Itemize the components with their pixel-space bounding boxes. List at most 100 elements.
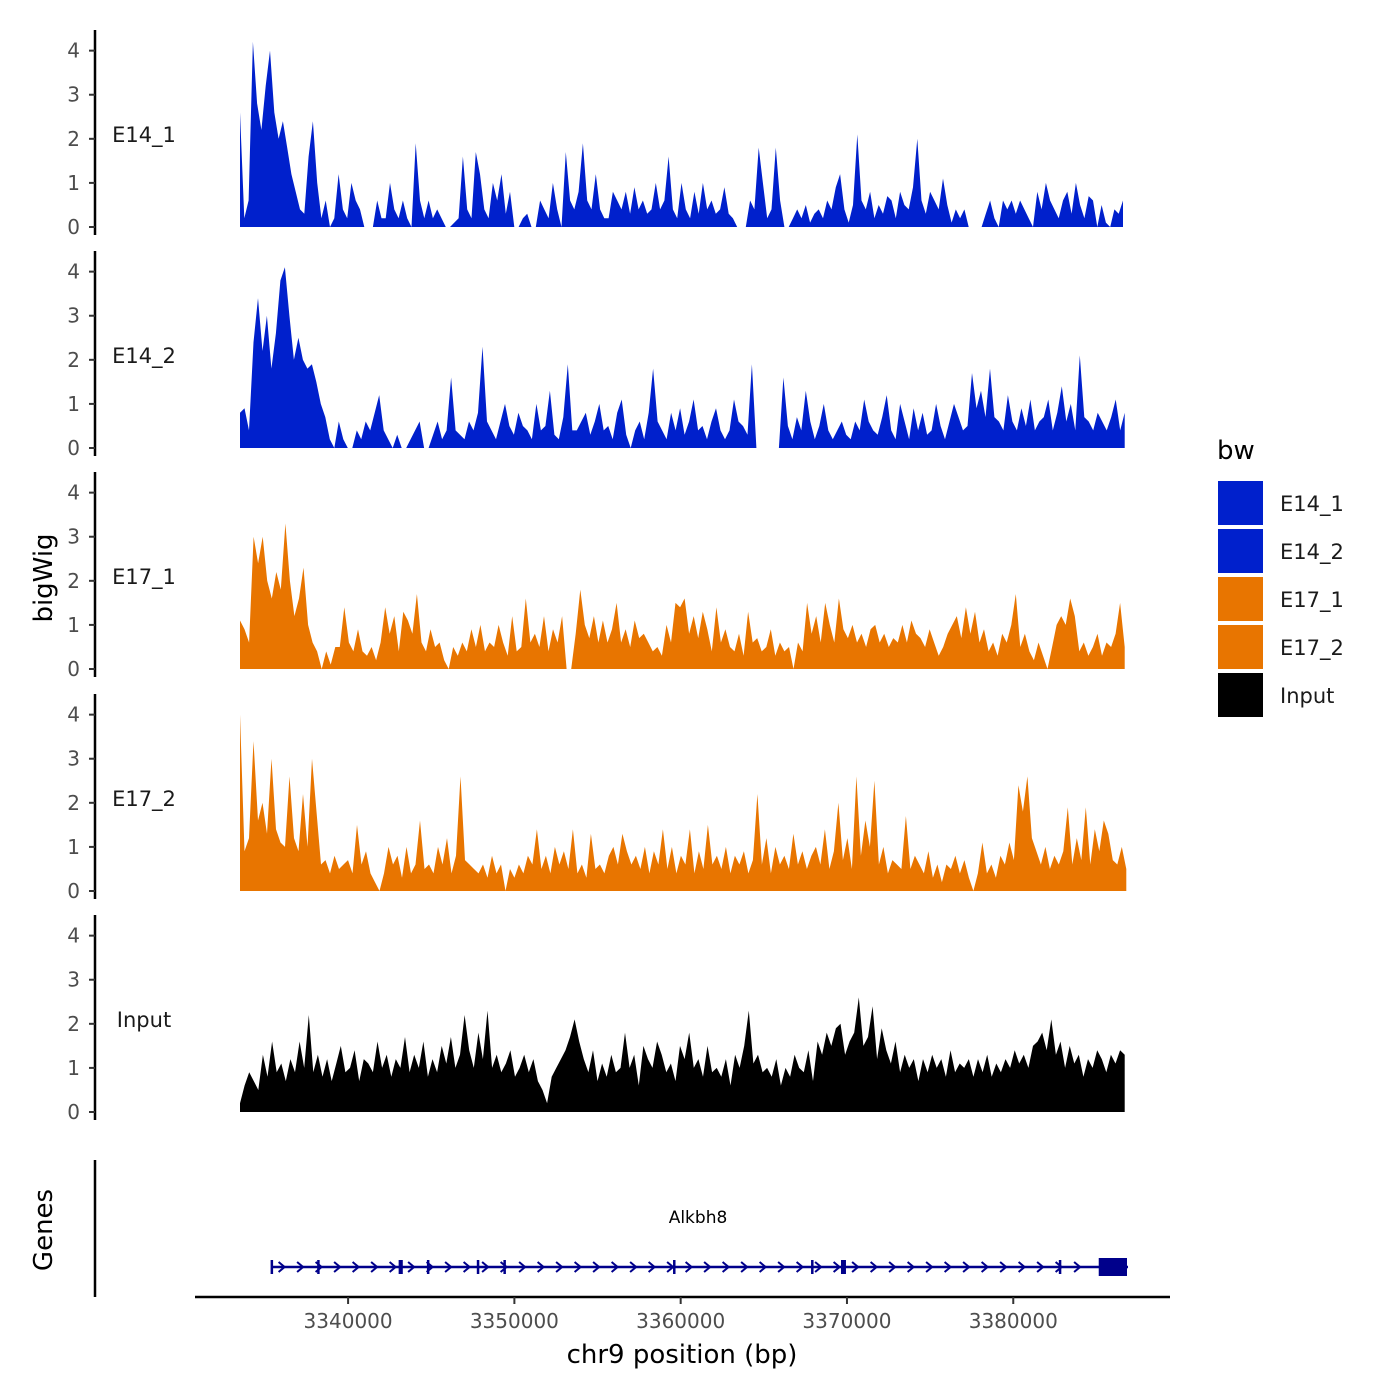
track-label: E17_1: [112, 565, 176, 590]
strand-arrow: [610, 1261, 620, 1273]
strand-arrow: [499, 1261, 509, 1273]
strand-arrow: [777, 1261, 786, 1273]
strand-arrow: [277, 1261, 287, 1273]
strand-arrow: [925, 1261, 934, 1273]
legend-label-Input: Input: [1280, 684, 1334, 708]
strand-arrow: [592, 1261, 601, 1273]
y-tick-label: 0: [67, 657, 80, 681]
track-E17_2: 0 1 2 3 4 E17_2: [67, 694, 1127, 903]
strand-arrow: [869, 1261, 879, 1273]
x-tick-label: 3340000: [304, 1309, 393, 1333]
strand-arrow: [536, 1261, 546, 1273]
exon: [426, 1260, 430, 1274]
exon: [673, 1260, 676, 1274]
x-tick-label: 3370000: [802, 1309, 891, 1333]
y-tick-label: 1: [67, 613, 80, 637]
y-tick-label: 4: [67, 924, 80, 948]
y-tick-label: 4: [67, 703, 80, 727]
exon: [398, 1260, 403, 1274]
y-tick-label: 4: [67, 481, 80, 505]
area-series-Input: [240, 997, 1125, 1112]
x-tick-label: 3350000: [470, 1309, 559, 1333]
y-tick-label: 0: [67, 1100, 80, 1124]
y-tick-label: 2: [67, 127, 80, 151]
y-tick-label: 4: [67, 39, 80, 63]
track-label: E14_2: [112, 344, 176, 369]
y-tick-label: 0: [67, 879, 80, 903]
strand-arrow: [795, 1261, 805, 1273]
strand-arrow: [444, 1261, 453, 1273]
strand-arrow: [518, 1261, 527, 1273]
strand-arrow: [721, 1261, 731, 1273]
gene-track: Genes Alkbh8: [29, 1160, 1128, 1297]
strand-arrow: [814, 1261, 823, 1273]
area-series-E17_2: [240, 714, 1127, 891]
x-axis: 3340000 3350000 3360000 3370000 3380000: [195, 1295, 1170, 1333]
strand-arrow: [999, 1261, 1008, 1273]
x-tick-label: 3360000: [636, 1309, 725, 1333]
track-E17_1: 0 1 2 3 4 E17_1: [67, 472, 1125, 681]
legend-swatch-E17_1: [1218, 577, 1263, 621]
x-axis-title: chr9 position (bp): [567, 1340, 798, 1370]
strand-arrow: [684, 1261, 694, 1273]
strand-arrow: [832, 1261, 842, 1273]
y-tick-label: 0: [67, 436, 80, 460]
track-label: E14_1: [112, 123, 176, 148]
y-tick-label: 0: [67, 215, 80, 239]
strand-arrow: [906, 1261, 916, 1273]
y-tick-label: 2: [67, 1012, 80, 1036]
strand-arrow: [333, 1261, 342, 1273]
strand-arrow: [1054, 1261, 1064, 1273]
legend-swatch-E14_1: [1218, 481, 1263, 525]
track-label: E17_2: [112, 787, 176, 812]
legend-title: bw: [1217, 436, 1255, 466]
gene-track-title: Genes: [29, 1189, 59, 1271]
strand-arrow: [388, 1261, 398, 1273]
legend-label-E17_2: E17_2: [1280, 636, 1344, 661]
y-tick-label: 1: [67, 835, 80, 859]
legend-swatch-E14_2: [1218, 529, 1263, 573]
y-tick-label: 2: [67, 569, 80, 593]
strand-arrow: [1073, 1261, 1082, 1273]
strand-arrow: [943, 1261, 953, 1273]
y-tick-label: 3: [67, 304, 80, 328]
exon: [840, 1260, 846, 1274]
gene-model: [270, 1258, 1128, 1276]
strand-arrow: [629, 1261, 638, 1273]
y-tick-label: 3: [67, 968, 80, 992]
strand-arrow: [980, 1261, 990, 1273]
exon: [503, 1260, 506, 1274]
strand-arrow: [573, 1261, 583, 1273]
exon: [270, 1260, 274, 1274]
legend-entries: E14_1 E14_2 E17_1 E17_2 Input: [1218, 481, 1344, 717]
y-tick-label: 4: [67, 260, 80, 284]
strand-arrow: [1036, 1261, 1045, 1273]
strand-arrow: [758, 1261, 768, 1273]
strand-arrow: [703, 1261, 712, 1273]
y-tick-label: 1: [67, 392, 80, 416]
exon: [1098, 1258, 1127, 1276]
y-tick-label: 3: [67, 83, 80, 107]
strand-arrow: [647, 1261, 657, 1273]
legend-swatch-Input: [1218, 673, 1263, 717]
y-axis-title: bigWig: [29, 533, 59, 622]
track-E14_2: 0 1 2 3 4 E14_2: [67, 251, 1125, 460]
signal-tracks: 0 1 2 3 4 E14_1 0 1 2 3 4 E14_2 0 1 2 3 4 E17_1 0 1 2 3 4 E17_2…: [67, 30, 1127, 1124]
y-tick-label: 3: [67, 525, 80, 549]
strand-arrow: [407, 1261, 416, 1273]
legend-swatch-E17_2: [1218, 625, 1263, 669]
strand-arrow: [888, 1261, 897, 1273]
strand-arrow: [851, 1261, 860, 1273]
y-tick-label: 1: [67, 1056, 80, 1080]
strand-arrow: [481, 1261, 490, 1273]
exon: [1058, 1260, 1062, 1274]
exon: [476, 1260, 480, 1274]
track-E14_1: 0 1 2 3 4 E14_1: [67, 30, 1123, 239]
strand-arrow: [740, 1261, 749, 1273]
legend: bw E14_1 E14_2 E17_1 E17_2 Input: [1217, 436, 1344, 717]
exon: [317, 1260, 320, 1274]
y-tick-label: 2: [67, 791, 80, 815]
strand-arrow: [1017, 1261, 1027, 1273]
strand-arrow: [555, 1261, 564, 1273]
